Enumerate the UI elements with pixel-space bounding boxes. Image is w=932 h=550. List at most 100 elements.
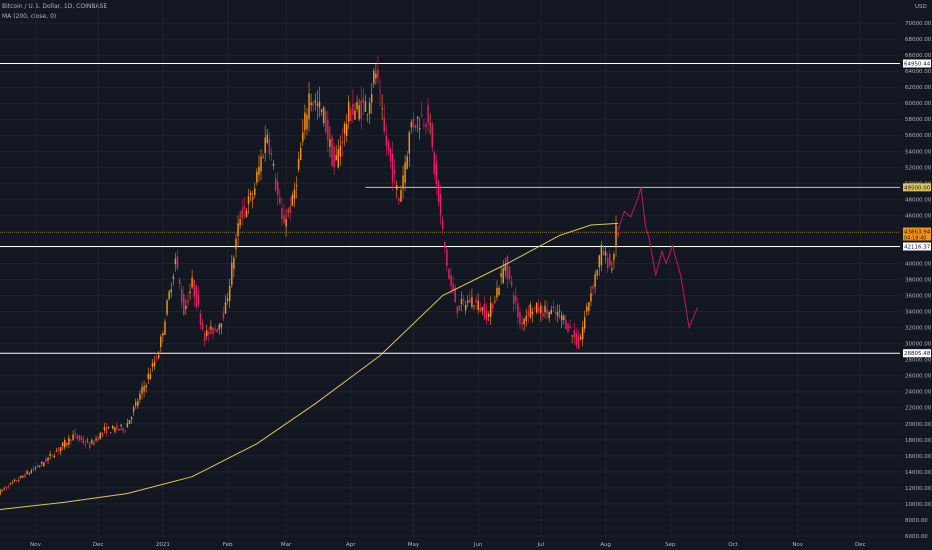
candle-body: [228, 285, 231, 302]
candle-body: [531, 311, 534, 315]
candle-body: [410, 121, 413, 128]
candle-body: [147, 373, 149, 379]
candle-body: [577, 335, 580, 349]
y-tick-label: 54000.00: [905, 149, 932, 155]
candle-body: [558, 310, 561, 312]
candle-body: [477, 300, 479, 310]
candle-body: [416, 116, 419, 119]
candle-body: [341, 141, 344, 144]
x-tick-label: Jul: [537, 542, 545, 548]
candle-body: [64, 440, 66, 448]
candle-body: [429, 123, 431, 125]
candle-body: [128, 420, 131, 424]
candle-body: [569, 325, 571, 328]
candle-body: [239, 219, 241, 226]
price-axis: USD 6000.00 8000.00 10000.00 12000.00 14000.0…: [905, 4, 932, 540]
y-tick-label: 48000.00: [905, 197, 932, 203]
candle-body: [32, 468, 35, 470]
x-tick-label: Nov: [30, 542, 41, 548]
candle-body: [254, 188, 256, 196]
candle-body: [297, 159, 300, 170]
candle-body: [565, 319, 567, 330]
candle-body: [112, 425, 114, 429]
candle-body: [70, 439, 72, 441]
candle-body: [162, 333, 164, 336]
candle-body: [114, 427, 116, 432]
candle-body: [343, 123, 346, 134]
candle-body: [609, 253, 611, 266]
candle-body: [153, 362, 156, 366]
candle-body: [592, 285, 594, 289]
candle-body: [93, 443, 95, 445]
candle-body: [68, 437, 70, 445]
candle-body: [370, 94, 373, 103]
candle-body: [456, 306, 459, 314]
candle-body: [272, 163, 275, 166]
candle-body: [220, 323, 223, 328]
candle-body: [504, 265, 507, 271]
candle-body: [36, 465, 39, 468]
candle-body: [226, 298, 229, 301]
candle-body: [55, 450, 58, 452]
candle-body: [237, 223, 239, 237]
candle-body: [302, 132, 304, 142]
candle-body: [529, 304, 532, 318]
candle-body: [498, 287, 500, 296]
candle-body: [489, 302, 492, 317]
candle-body: [195, 285, 198, 308]
candle-body: [222, 312, 225, 319]
candle-body: [352, 104, 354, 115]
candle-body: [43, 462, 45, 467]
candle-body: [0, 489, 1, 495]
candle-body: [135, 402, 137, 406]
candle-body: [617, 232, 619, 236]
current-price-tag: [903, 227, 931, 241]
candle-body: [274, 178, 277, 190]
candle-body: [214, 328, 216, 330]
candle-body: [266, 134, 269, 143]
y-tick-label: 38000.00: [905, 278, 932, 284]
candle-body: [76, 435, 78, 439]
candle-body: [500, 273, 502, 277]
candle-body: [245, 210, 248, 218]
candle-body: [262, 156, 264, 158]
candle-body: [84, 443, 87, 445]
indicator-legend[interactable]: MA (200, close, 0): [2, 13, 57, 20]
candle-body: [247, 196, 250, 204]
candle-body: [312, 102, 314, 106]
candle-body: [47, 457, 49, 461]
candle-body: [189, 291, 191, 293]
candle-body: [130, 417, 133, 420]
candle-body: [393, 170, 396, 174]
candle-body: [556, 312, 559, 317]
candle-body: [103, 427, 106, 430]
candle-body: [441, 219, 444, 229]
candle-body: [615, 224, 617, 248]
y-tick-label: 64000.00: [905, 69, 932, 75]
candle-body: [5, 487, 7, 489]
candle-body: [439, 194, 442, 215]
candle-body: [168, 291, 170, 300]
candle-body: [126, 423, 129, 428]
candle-body: [283, 215, 285, 224]
y-tick-label: 52000.00: [905, 165, 932, 171]
candle-body: [268, 138, 271, 155]
candle-body: [20, 475, 22, 478]
candle-body: [412, 118, 415, 128]
candle-body: [308, 93, 310, 120]
candle-body: [157, 355, 160, 358]
candle-body: [91, 440, 93, 444]
candle-body: [517, 303, 519, 318]
candle-body: [203, 332, 206, 342]
y-unit-label: USD: [915, 4, 927, 10]
candle-body: [22, 476, 24, 478]
candle-body: [9, 483, 12, 484]
candle-body: [588, 302, 590, 311]
y-tick-label: 18000.00: [905, 438, 932, 444]
candle-body: [291, 195, 294, 206]
candle-body: [172, 276, 175, 279]
candle-body: [454, 287, 456, 303]
candle-body: [600, 244, 603, 266]
candle-body: [606, 257, 609, 269]
